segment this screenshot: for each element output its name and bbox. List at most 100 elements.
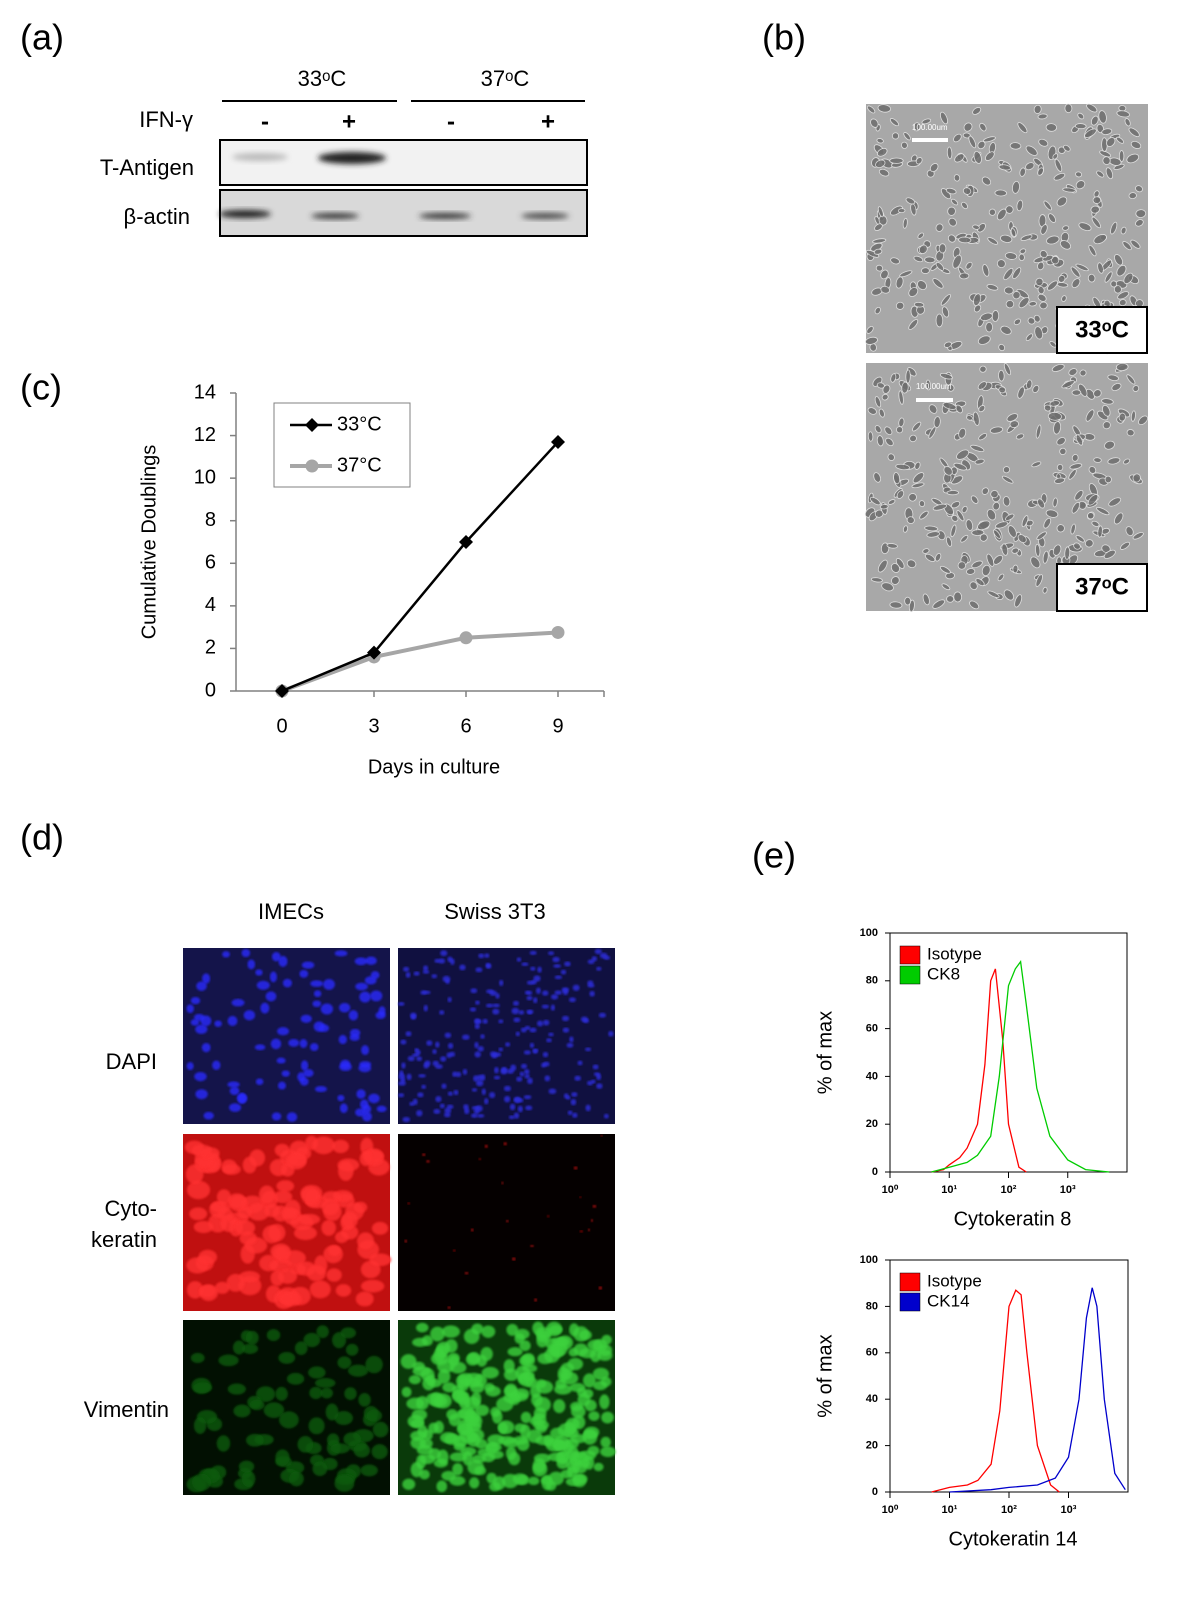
cell (946, 536, 953, 547)
cell (1068, 469, 1077, 480)
cell (598, 1012, 607, 1018)
cell (590, 1218, 594, 1222)
cell (536, 1330, 551, 1343)
cell (928, 404, 938, 414)
cell (547, 1343, 561, 1357)
cell (227, 1081, 240, 1088)
cell (573, 1166, 578, 1170)
y-tick-label: 100 (860, 927, 878, 939)
cell (1090, 205, 1100, 214)
cell (513, 1096, 522, 1104)
cell (334, 950, 348, 957)
cell (969, 600, 980, 610)
cell (277, 1081, 287, 1090)
cell (195, 1024, 208, 1034)
cell (1097, 262, 1104, 274)
cell (312, 1461, 328, 1477)
cell (994, 189, 1008, 197)
cell (433, 1108, 441, 1114)
cell (1064, 546, 1071, 560)
cell (445, 1339, 458, 1353)
cell (410, 1014, 417, 1020)
cell (199, 1284, 219, 1301)
cell (953, 462, 967, 471)
cell (200, 1015, 212, 1027)
cell (986, 284, 999, 291)
cell (447, 956, 453, 963)
panel-label: (e) (752, 835, 796, 876)
cell (310, 980, 324, 987)
cell (266, 1329, 281, 1342)
cell (908, 287, 919, 297)
cell (912, 421, 922, 432)
cell (981, 176, 992, 186)
cell (608, 1030, 614, 1037)
cell (973, 293, 982, 307)
treatment-label: IFN-γ (139, 107, 193, 132)
cell (958, 236, 972, 244)
cell (1017, 122, 1028, 134)
cell (453, 1442, 466, 1451)
cell (594, 948, 602, 955)
cell (875, 159, 886, 168)
cell (999, 234, 1013, 243)
cell (334, 1475, 355, 1492)
cell (196, 981, 207, 991)
cell (942, 402, 957, 410)
cell (921, 118, 932, 125)
cell (512, 1000, 520, 1006)
cell (466, 1433, 481, 1447)
cell (535, 1423, 547, 1434)
cell (873, 248, 883, 255)
cell (943, 341, 952, 348)
cell (437, 1369, 451, 1384)
cell (201, 1042, 211, 1053)
cell (1006, 413, 1019, 422)
cell (478, 953, 485, 959)
cell (337, 1356, 352, 1369)
cell (876, 138, 884, 144)
cell (877, 206, 884, 218)
cell (474, 1041, 479, 1049)
cell (998, 369, 1005, 382)
cell (1043, 200, 1052, 211)
cell (587, 980, 594, 986)
cell (503, 1368, 519, 1381)
marker (459, 631, 473, 645)
cell (961, 505, 968, 514)
cell (229, 1086, 240, 1096)
cell (898, 208, 906, 214)
cell (1045, 509, 1059, 518)
cell (407, 1055, 415, 1062)
cell (1012, 267, 1022, 280)
cell (362, 1104, 372, 1114)
x-axis-title: Days in culture (368, 756, 500, 778)
cell (991, 310, 1000, 322)
cell (186, 1062, 194, 1071)
cell (264, 1203, 280, 1218)
x-tick-label: 10³ (1061, 1504, 1077, 1516)
cell (566, 1042, 574, 1048)
cell (1018, 253, 1025, 262)
cell (596, 966, 602, 971)
cell (946, 595, 955, 603)
cell (417, 1092, 424, 1098)
cell (278, 1351, 296, 1364)
cell (582, 1389, 594, 1399)
cell (1043, 517, 1052, 529)
cell (1130, 140, 1142, 149)
cell (337, 1094, 345, 1102)
cell (917, 232, 925, 239)
cell (233, 1404, 251, 1418)
cell (902, 525, 909, 533)
cell (359, 991, 371, 1003)
cell (525, 1105, 533, 1111)
cell (271, 1112, 282, 1121)
cell (925, 379, 931, 391)
cell (1035, 277, 1044, 287)
cell (958, 427, 967, 439)
cell (369, 1253, 392, 1267)
cell (881, 393, 889, 401)
cell (416, 1056, 423, 1062)
cell (520, 1027, 527, 1033)
